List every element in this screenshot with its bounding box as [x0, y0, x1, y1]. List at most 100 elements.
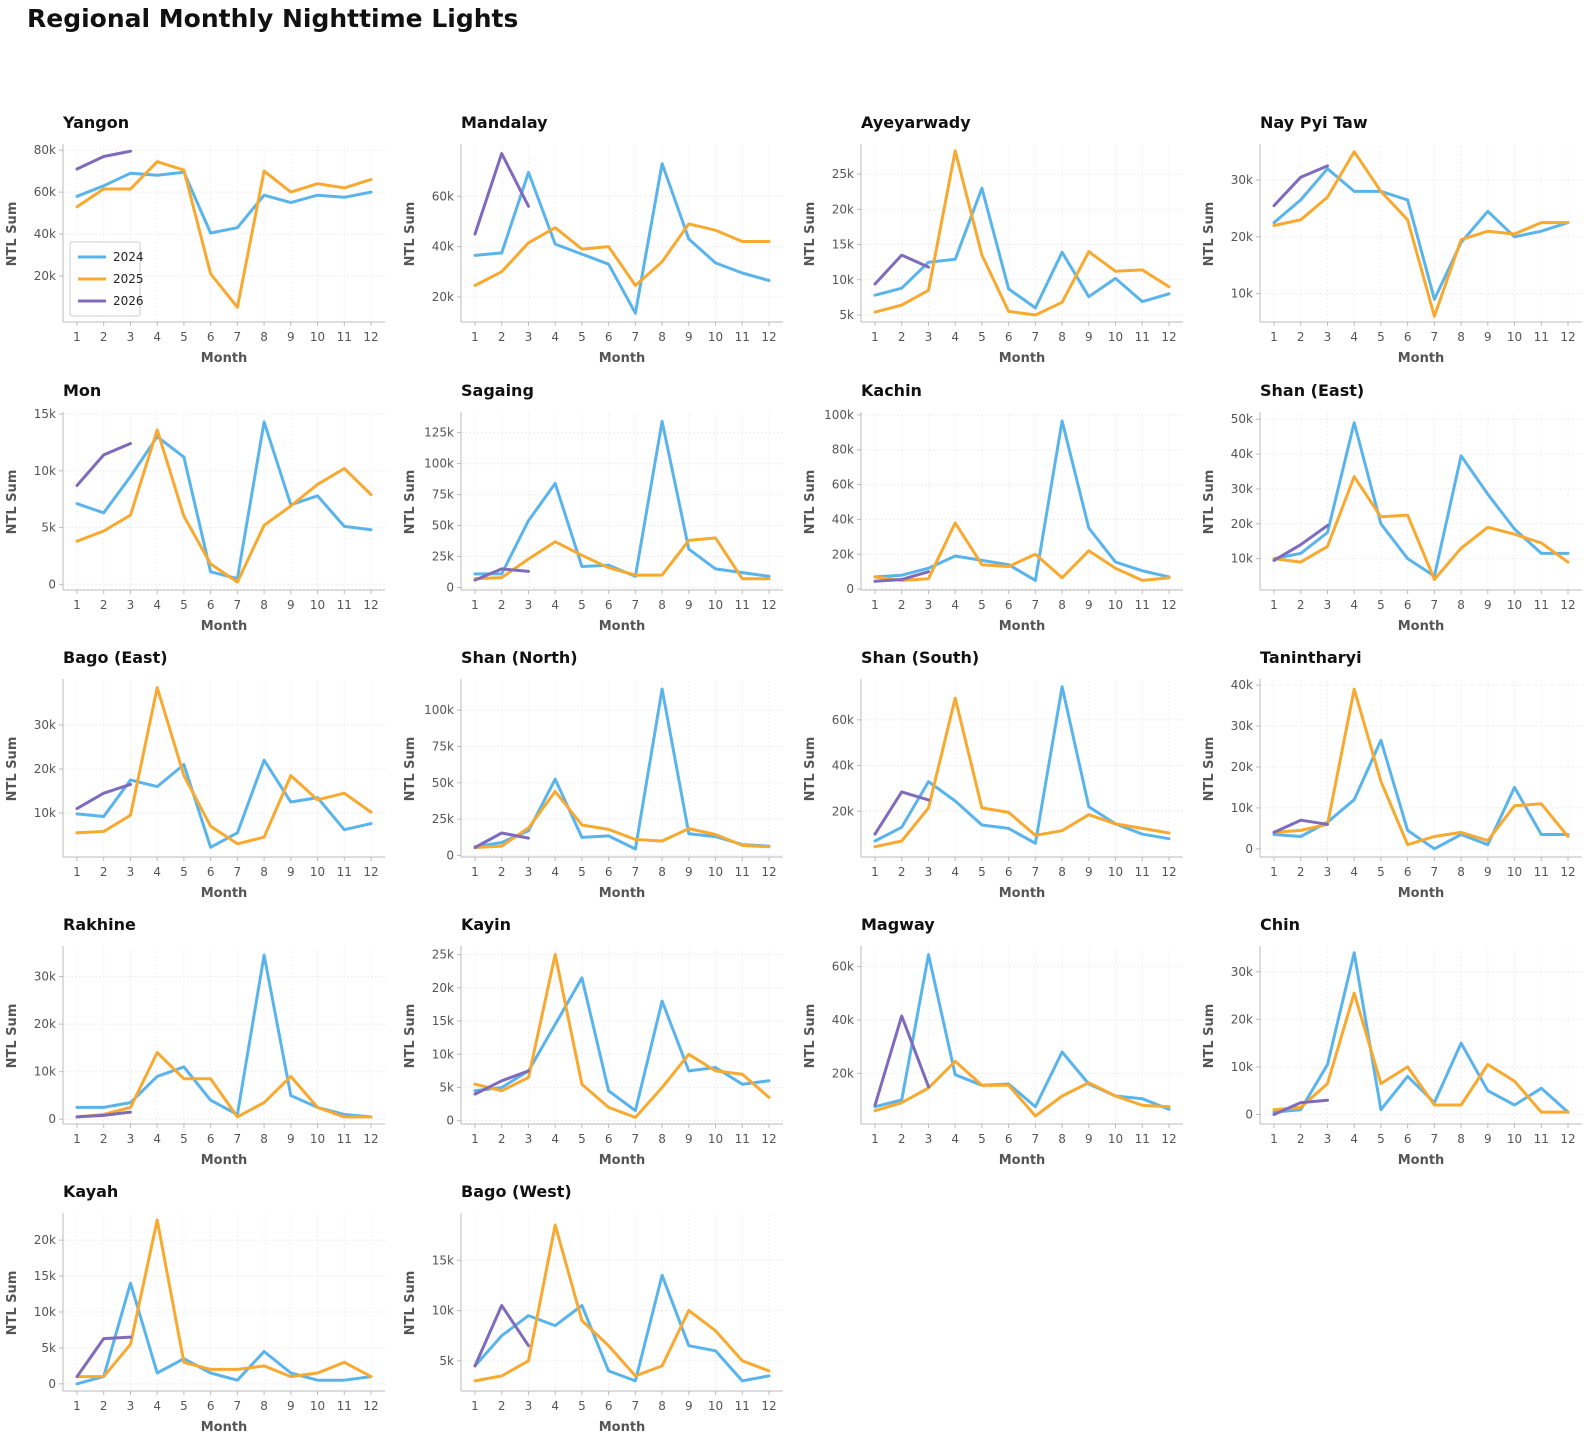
y-tick-label: 10k: [1231, 552, 1253, 566]
y-tick-label: 25k: [432, 948, 454, 962]
y-tick-label: 15k: [432, 1253, 454, 1267]
panel-title: Rakhine: [63, 915, 136, 934]
x-tick-label: 11: [1135, 1132, 1150, 1146]
series-line-2026: [75, 782, 132, 811]
panel-title: Tanintharyi: [1260, 648, 1362, 667]
x-tick-label: 1: [73, 598, 81, 612]
y-tick-label: 50k: [432, 519, 454, 533]
y-tick-label: 40k: [832, 1013, 854, 1027]
x-tick-label: 3: [1324, 865, 1332, 879]
x-tick-label: 2: [100, 330, 108, 344]
x-axis-title: Month: [1398, 1153, 1445, 1168]
series-line-2026: [873, 790, 930, 836]
y-axis-title: NTL Sum: [403, 737, 418, 802]
x-tick-label: 11: [337, 865, 352, 879]
y-tick-label: 100k: [424, 703, 454, 717]
series-line-2026: [473, 152, 530, 236]
x-tick-label: 3: [525, 330, 533, 344]
series-line-2025: [75, 428, 373, 584]
x-tick-label: 5: [1377, 865, 1385, 879]
y-tick-label: 100k: [824, 408, 854, 422]
x-tick-label: 10: [1507, 1132, 1522, 1146]
x-tick-label: 9: [1085, 1132, 1093, 1146]
series-line-2025: [75, 1051, 373, 1119]
x-axis-title: Month: [201, 351, 248, 366]
x-tick-label: 10: [708, 598, 723, 612]
x-tick-label: 5: [578, 598, 586, 612]
x-tick-label: 7: [632, 330, 640, 344]
series-line-2025: [473, 222, 771, 287]
x-tick-label: 1: [1270, 598, 1278, 612]
panel-title: Chin: [1260, 915, 1300, 934]
x-tick-label: 3: [925, 865, 933, 879]
legend-label: 2025: [113, 272, 144, 286]
y-tick-label: 30k: [34, 970, 56, 984]
series-line-2024: [1272, 421, 1570, 578]
x-tick-label: 1: [871, 865, 879, 879]
y-tick-label: 0: [48, 1377, 56, 1391]
x-tick-label: 6: [605, 1132, 613, 1146]
x-tick-label: 6: [207, 598, 215, 612]
x-tick-label: 4: [951, 865, 959, 879]
x-axis-title: Month: [1398, 886, 1445, 901]
x-tick-label: 4: [153, 1132, 161, 1146]
series-line-2024: [473, 976, 771, 1113]
y-axis-title: NTL Sum: [803, 737, 818, 802]
x-tick-label: 5: [1377, 598, 1385, 612]
series-line-2024: [75, 953, 373, 1119]
series-line-2025: [873, 1059, 1171, 1118]
x-tick-label: 11: [337, 1132, 352, 1146]
x-tick-label: 9: [685, 1132, 693, 1146]
y-axis-title: NTL Sum: [1202, 737, 1217, 802]
series-line-2025: [75, 1218, 373, 1379]
x-tick-label: 11: [1534, 330, 1549, 344]
x-tick-label: 9: [1484, 1132, 1492, 1146]
x-tick-label: 8: [1058, 598, 1066, 612]
x-tick-label: 9: [685, 865, 693, 879]
x-tick-label: 8: [1058, 330, 1066, 344]
y-tick-label: 0: [1245, 842, 1253, 856]
series-line-2024: [473, 1273, 771, 1383]
series-line-2025: [1272, 991, 1570, 1114]
y-tick-label: 0: [446, 1114, 454, 1128]
legend-label: 2026: [113, 294, 144, 308]
x-tick-label: 4: [551, 865, 559, 879]
x-tick-label: 1: [1270, 330, 1278, 344]
series-line-2026: [1272, 1098, 1329, 1116]
x-tick-label: 6: [1005, 1132, 1013, 1146]
x-tick-label: 6: [605, 865, 613, 879]
x-tick-label: 9: [685, 598, 693, 612]
x-tick-label: 2: [498, 330, 506, 344]
x-tick-label: 10: [310, 1132, 325, 1146]
x-axis-title: Month: [999, 619, 1046, 634]
y-axis-title: NTL Sum: [803, 470, 818, 535]
y-tick-label: 75k: [432, 739, 454, 753]
x-tick-label: 3: [525, 1132, 533, 1146]
x-tick-label: 1: [73, 330, 81, 344]
y-tick-label: 5k: [439, 1080, 454, 1094]
x-tick-label: 5: [180, 330, 188, 344]
x-tick-label: 3: [925, 598, 933, 612]
y-tick-label: 40k: [1231, 678, 1253, 692]
x-tick-label: 12: [761, 598, 776, 612]
y-tick-label: 0: [48, 1112, 56, 1126]
x-tick-label: 7: [1431, 598, 1439, 612]
x-tick-label: 9: [287, 598, 295, 612]
y-tick-label: 0: [446, 581, 454, 595]
x-tick-label: 8: [1058, 1132, 1066, 1146]
series-line-2024: [75, 1281, 373, 1386]
y-tick-label: 30k: [1231, 719, 1253, 733]
x-tick-label: 5: [978, 598, 986, 612]
panel-title: Kachin: [861, 381, 922, 400]
x-tick-label: 4: [153, 865, 161, 879]
y-axis-title: NTL Sum: [5, 470, 20, 535]
x-tick-label: 12: [761, 865, 776, 879]
x-tick-label: 4: [1350, 330, 1358, 344]
y-tick-label: 20k: [432, 981, 454, 995]
